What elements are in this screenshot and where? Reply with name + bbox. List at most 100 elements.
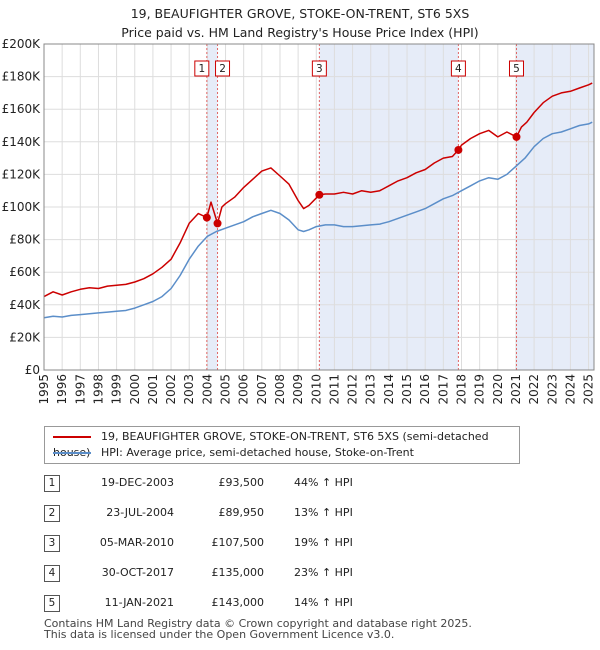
sale-point [454,145,463,154]
y-axis-ticks: £0 £20K £40K £60K £80K £100K £120K £140K £160K £1… [2,37,42,377]
sale-hpi-change: 14% ↑ HPI [294,596,353,609]
sale-point [315,190,324,199]
sale-point [213,219,222,228]
x-tick-label: 2016 [418,374,432,405]
y-tick-label: £120K [2,167,42,181]
x-tick-label: 2011 [327,374,341,405]
sale-row: 2 23-JUL-2004 £89,950 13% ↑ HPI [44,504,464,522]
sale-date: 05-MAR-2010 [99,536,174,549]
sale-date: 19-DEC-2003 [100,476,174,489]
y-tick-label: £60K [9,265,41,279]
x-tick-label: 2002 [164,374,178,405]
legend-swatch-hpi [53,452,91,454]
x-tick-label: 2005 [219,374,233,405]
x-tick-label: 2003 [182,374,196,405]
sale-hpi-change: 44% ↑ HPI [294,476,353,489]
sale-row: 4 30-OCT-2017 £135,000 23% ↑ HPI [44,564,464,582]
sale-label: 1 [198,63,205,75]
sale-price: £107,500 [211,536,265,549]
sale-number: 5 [44,595,60,612]
x-axis-ticks: 1995 1996 1997 1998 1999 2000 2001 2002 2003 2004… [37,374,596,405]
y-tick-label: £0 [25,363,40,377]
sale-label: 3 [316,63,323,75]
y-tick-label: £20K [9,330,41,344]
sale-number: 2 [44,505,60,522]
x-tick-label: 1998 [91,374,105,405]
series-lines [43,82,593,319]
sale-points [202,132,521,228]
legend-label-property: 19, BEAUFIGHTER GROVE, STOKE-ON-TRENT, S… [53,430,489,459]
sale-date: 11-JAN-2021 [104,596,174,609]
property-series-line [43,82,593,298]
x-tick-label: 2012 [346,374,360,405]
x-tick-label: 2025 [582,374,596,405]
x-tick-label: 2018 [454,374,468,405]
x-tick-label: 1996 [55,374,69,405]
sale-label-box [215,60,231,77]
legend: 19, BEAUFIGHTER GROVE, STOKE-ON-TRENT, S… [44,426,520,464]
sale-label: 4 [455,63,462,75]
x-tick-label: 2017 [436,374,450,405]
sale-hpi-change: 19% ↑ HPI [294,536,353,549]
x-tick-label: 2009 [291,374,305,405]
footer: Contains HM Land Registry data © Crown c… [44,618,472,640]
x-tick-label: 1995 [37,374,51,405]
x-tick-label: 2014 [382,374,396,405]
sale-price: £135,000 [211,566,265,579]
x-tick-label: 1997 [73,374,87,405]
legend-swatch-property [53,436,91,438]
x-tick-label: 2000 [128,374,142,405]
x-tick-label: 2010 [309,374,323,405]
x-tick-label: 2021 [509,374,523,405]
sale-label-box [450,60,466,77]
y-tick-label: £200K [2,37,42,51]
sale-date: 23-JUL-2004 [106,506,174,519]
sale-label: 5 [513,63,520,75]
legend-label-hpi: HPI: Average price, semi-detached house,… [101,446,414,459]
x-tick-label: 1999 [110,374,124,405]
x-tick-label: 2020 [491,374,505,405]
legend-item-property: 19, BEAUFIGHTER GROVE, STOKE-ON-TRENT, S… [53,429,519,459]
y-tick-label: £140K [2,135,42,149]
x-tick-label: 2024 [563,374,577,405]
sale-number: 1 [44,475,60,492]
sale-row: 5 11-JAN-2021 £143,000 14% ↑ HPI [44,594,464,612]
plot-frame [43,43,595,371]
y-tick-label: £160K [2,102,42,116]
sale-row: 3 05-MAR-2010 £107,500 19% ↑ HPI [44,534,464,552]
hpi-series-line [43,121,593,319]
footer-copyright: Contains HM Land Registry data © Crown c… [44,617,472,630]
sale-label-box [194,60,210,77]
x-tick-label: 2015 [400,374,414,405]
sale-number: 3 [44,535,60,552]
sale-point [512,132,521,141]
chart-subtitle: Price paid vs. HM Land Registry's House … [121,25,479,40]
y-tick-label: £80K [9,233,41,247]
footer-licence: This data is licensed under the Open Gov… [44,628,395,641]
sale-label-box [508,60,524,77]
sale-price: £93,500 [218,476,265,489]
x-tick-label: 2008 [273,374,287,405]
sale-hpi-change: 23% ↑ HPI [294,566,353,579]
chart-title-block: 19, BEAUFIGHTER GROVE, STOKE-ON-TRENT, S… [0,4,600,42]
x-tick-label: 2004 [200,374,214,405]
sale-date: 30-OCT-2017 [101,566,174,579]
x-tick-label: 2022 [527,374,541,405]
sale-price: £143,000 [211,596,265,609]
sale-number-labels: 1 2 3 4 5 [194,60,524,77]
sale-price: £89,950 [218,506,265,519]
sale-label-box [311,60,327,77]
y-tick-label: £40K [9,298,41,312]
sale-point [202,213,211,222]
sale-hpi-change: 13% ↑ HPI [294,506,353,519]
sale-row: 1 19-DEC-2003 £93,500 44% ↑ HPI [44,474,464,492]
x-tick-label: 2006 [237,374,251,405]
legend-item-hpi: HPI: Average price, semi-detached house,… [53,445,414,461]
x-tick-label: 2001 [146,374,160,405]
sale-label: 2 [219,63,226,75]
y-tick-label: £180K [2,70,42,84]
x-tick-label: 2013 [364,374,378,405]
y-tick-label: £100K [2,200,42,214]
x-tick-label: 2023 [545,374,559,405]
